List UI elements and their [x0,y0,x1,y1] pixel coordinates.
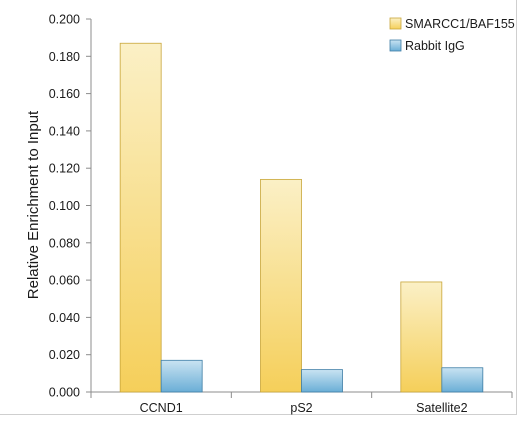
y-tick-labels: 0.000 0.020 0.040 0.060 0.080 0.100 0.120 0.140… [49,13,80,400]
legend-label-smarcc1: SMARCC1/BAF155 [405,17,515,31]
x-tick-labels: CCND1 pS2 Satellite2 [140,401,468,415]
bar-smarcc1-ccnd1 [119,42,162,393]
y-tick-label: 0.180 [49,50,80,64]
y-tick-label: 0.080 [49,236,80,250]
y-tick-label: 0.000 [49,386,80,400]
legend-swatch-smarcc1 [389,17,402,30]
legend-swatch-rabbit-igg [389,39,402,52]
bar-rabbit-igg-satellite2 [441,367,484,393]
bar-rabbit-igg-ccnd1 [160,359,203,393]
bar-smarcc1-ps2 [260,178,302,393]
x-tick-label: pS2 [290,401,312,415]
x-tick-label: CCND1 [140,401,183,415]
y-axis-label: Relative Enrichment to Input [25,110,42,299]
legend: SMARCC1/BAF155 Rabbit IgG [389,17,515,53]
y-tick-label: 0.140 [49,124,80,138]
legend-label-rabbit-igg: Rabbit IgG [405,39,465,53]
y-tick-label: 0.020 [49,348,80,362]
y-tick-label: 0.100 [49,199,80,213]
y-tick-label: 0.120 [49,162,80,176]
bar-smarcc1-satellite2 [400,281,443,393]
y-tick-label: 0.200 [49,13,80,27]
y-tick-label: 0.060 [49,274,80,288]
bars [119,42,484,393]
bar-rabbit-igg-ps2 [301,369,343,393]
y-tick-label: 0.160 [49,87,80,101]
x-tick-label: Satellite2 [416,401,467,415]
y-tick-label: 0.040 [49,311,80,325]
